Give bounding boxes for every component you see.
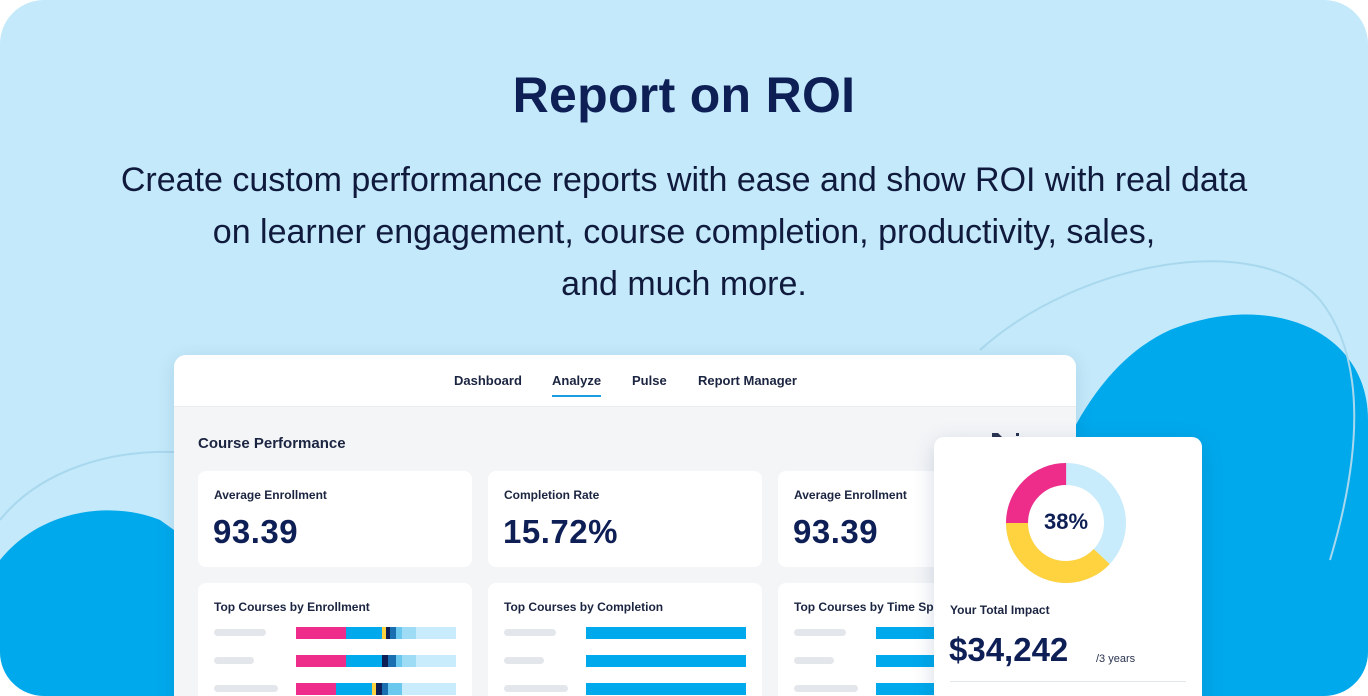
row-label-placeholder <box>504 657 544 664</box>
impact-value: $34,242 <box>949 631 1069 668</box>
row-label-placeholder <box>504 685 568 692</box>
kpi-label: Completion Rate <box>504 488 600 502</box>
list-card-completion: Top Courses by Completion <box>488 583 762 696</box>
tab-pulse[interactable]: Pulse <box>632 373 667 388</box>
impact-label: Your Total Impact <box>950 603 1050 617</box>
kpi-label: Average Enrollment <box>214 488 327 502</box>
tab-report-manager[interactable]: Report Manager <box>698 373 797 388</box>
completion-bar <box>586 655 746 667</box>
row-label-placeholder <box>214 629 266 636</box>
kpi-value: 93.39 <box>793 513 879 550</box>
impact-donut-chart <box>1006 463 1126 583</box>
stacked-bar <box>296 683 456 695</box>
row-label-placeholder <box>794 629 846 636</box>
kpi-value: 93.39 <box>213 513 299 550</box>
hero-subtitle-line: Create custom performance reports with e… <box>120 161 1248 199</box>
row-label-placeholder <box>794 657 834 664</box>
donut-segment-pink <box>1006 463 1126 583</box>
row-label-placeholder <box>214 685 278 692</box>
completion-bar <box>586 627 746 639</box>
kpi-card-enrollment: Average Enrollment 93.39 <box>198 471 472 567</box>
section-title: Course Performance <box>198 435 346 452</box>
hero-subtitle: Create custom performance reports with e… <box>60 154 1308 310</box>
curve-line-right <box>979 260 1356 561</box>
curve-line-left <box>0 450 175 521</box>
kpi-label: Average Enrollment <box>794 488 907 502</box>
list-title: Top Courses by Enrollment <box>214 600 370 614</box>
hero-subtitle-line: and much more. <box>561 265 807 303</box>
top-navigation: Dashboard Analyze Pulse Report Manager <box>174 355 1076 407</box>
kpi-card-completion: Completion Rate 15.72% <box>488 471 762 567</box>
row-label-placeholder <box>504 629 556 636</box>
row-label-placeholder <box>794 685 858 692</box>
stacked-bar <box>296 655 456 667</box>
list-card-enrollment: Top Courses by Enrollment <box>198 583 472 696</box>
row-label-placeholder <box>214 657 254 664</box>
divider <box>950 681 1186 682</box>
impact-card: 38% Your Total Impact $34,242 /3 years <box>934 437 1202 696</box>
completion-bar <box>586 683 746 695</box>
tab-dashboard[interactable]: Dashboard <box>454 373 522 388</box>
impact-unit: /3 years <box>1096 653 1136 665</box>
kpi-value: 15.72% <box>503 513 618 550</box>
hero-title: Report on ROI <box>512 67 856 123</box>
list-title: Top Courses by Time Spent <box>794 600 952 614</box>
hero-subtitle-line: on learner engagement, course completion… <box>212 213 1156 251</box>
list-title: Top Courses by Completion <box>504 600 664 614</box>
donut-percent-label: 38% <box>1043 509 1089 534</box>
blob-left <box>0 510 174 696</box>
tab-analyze[interactable]: Analyze <box>552 373 602 397</box>
stacked-bar <box>296 627 456 639</box>
